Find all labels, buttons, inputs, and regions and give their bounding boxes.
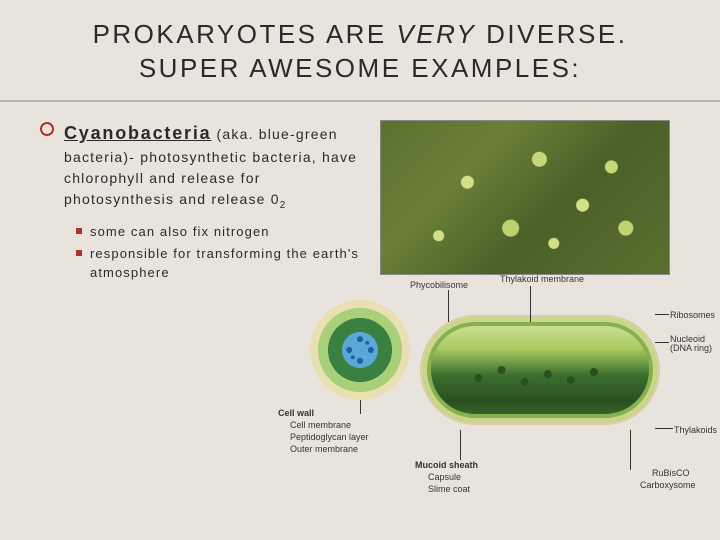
leader-line bbox=[655, 342, 669, 343]
leader-line bbox=[360, 400, 361, 414]
cross-section-graphic bbox=[310, 300, 410, 400]
sub-bullet-list: some can also fix nitrogen responsible f… bbox=[40, 222, 370, 283]
cell-diagram: Phycobilisome Thylakoid membrane Ribosom… bbox=[260, 280, 720, 510]
sub-bullet: responsible for transforming the earth's… bbox=[76, 244, 370, 283]
label-phycobilisome: Phycobilisome bbox=[410, 280, 468, 290]
label-peptidoglycan: Peptidoglycan layer bbox=[290, 432, 369, 442]
leader-line bbox=[448, 290, 449, 322]
title-region: PROKARYOTES ARE VERY DIVERSE. SUPER AWES… bbox=[0, 0, 720, 102]
title-line1-pre: PROKARYOTES ARE bbox=[93, 19, 397, 49]
term-cyanobacteria: Cyanobacteria bbox=[64, 123, 211, 143]
slide-title: PROKARYOTES ARE VERY DIVERSE. SUPER AWES… bbox=[40, 18, 680, 86]
label-cell-wall: Cell wall bbox=[278, 408, 314, 418]
sub-bullet-text: responsible for transforming the earth's… bbox=[90, 246, 359, 281]
sub-bullet-text: some can also fix nitrogen bbox=[90, 224, 270, 239]
label-thylakoid-membrane: Thylakoid membrane bbox=[500, 274, 584, 284]
label-cell-membrane: Cell membrane bbox=[290, 420, 351, 430]
sub-bullet: some can also fix nitrogen bbox=[76, 222, 370, 242]
title-line2: SUPER AWESOME EXAMPLES: bbox=[139, 53, 581, 83]
leader-line bbox=[630, 430, 631, 470]
leader-line bbox=[460, 430, 461, 460]
label-ribosomes: Ribosomes bbox=[670, 310, 715, 320]
main-bullet: Cyanobacteria (aka. blue-green bacteria)… bbox=[40, 120, 370, 213]
leader-line bbox=[655, 428, 673, 429]
subscript-2: 2 bbox=[280, 199, 287, 210]
leader-line bbox=[655, 314, 669, 315]
label-carboxysome: Carboxysome bbox=[640, 480, 696, 490]
label-thylakoids: Thylakoids bbox=[674, 425, 717, 435]
leader-line bbox=[530, 286, 531, 322]
title-line1-post: DIVERSE. bbox=[476, 19, 627, 49]
label-capsule: Capsule bbox=[428, 472, 461, 482]
cell-body-graphic bbox=[420, 315, 660, 425]
text-column: Cyanobacteria (aka. blue-green bacteria)… bbox=[40, 120, 370, 285]
title-line1-emph: VERY bbox=[397, 19, 477, 49]
label-slime-coat: Slime coat bbox=[428, 484, 470, 494]
label-rubisco: RuBisCO bbox=[652, 468, 690, 478]
microscopy-image bbox=[380, 120, 670, 275]
square-bullet-icon bbox=[76, 228, 82, 234]
ring-bullet-icon bbox=[40, 122, 54, 136]
label-outer-membrane: Outer membrane bbox=[290, 444, 358, 454]
label-nucleoid: Nucleoid(DNA ring) bbox=[670, 335, 712, 355]
label-mucoid-sheath: Mucoid sheath bbox=[415, 460, 478, 470]
image-column: Phycobilisome Thylakoid membrane Ribosom… bbox=[380, 120, 680, 285]
content-region: Cyanobacteria (aka. blue-green bacteria)… bbox=[0, 102, 720, 285]
slide: PROKARYOTES ARE VERY DIVERSE. SUPER AWES… bbox=[0, 0, 720, 540]
square-bullet-icon bbox=[76, 250, 82, 256]
